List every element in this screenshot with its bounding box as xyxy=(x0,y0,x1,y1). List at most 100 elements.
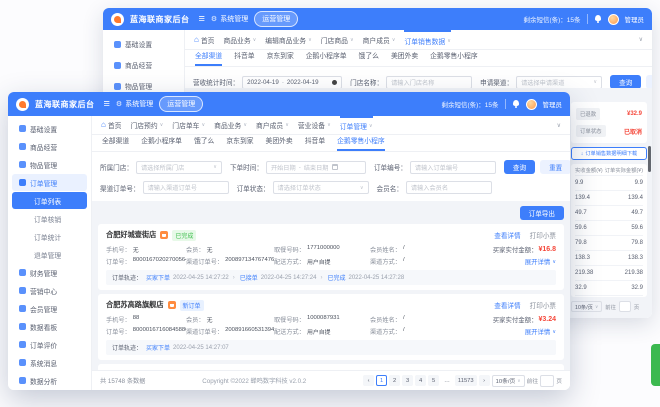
print-receipt-link[interactable]: 打印小票 xyxy=(529,233,556,240)
next-page-button[interactable]: › xyxy=(478,375,490,386)
sidebar-item[interactable]: 营销中心 xyxy=(12,282,87,299)
menu-toggle-icon[interactable]: ≡ xyxy=(103,97,110,110)
avatar[interactable] xyxy=(607,13,619,25)
channel-tab[interactable]: 饿了么 xyxy=(193,138,215,145)
sidebar-item[interactable]: 订单评价 xyxy=(12,336,87,353)
nav-collapse-icon[interactable]: ∨ xyxy=(556,122,561,129)
channel-tab[interactable]: 饿了么 xyxy=(358,53,379,60)
channel-tab[interactable]: 京东到家 xyxy=(266,53,294,60)
view-detail-link[interactable]: 查看详情 xyxy=(494,233,521,240)
nav-home[interactable]: ⌂ 首页 xyxy=(101,120,122,131)
page-button[interactable]: 4 xyxy=(415,375,427,386)
page-button[interactable]: 5 xyxy=(428,375,440,386)
view-detail-link[interactable]: 查看详情 xyxy=(494,303,521,310)
menu-toggle-icon[interactable]: ≡ xyxy=(198,12,205,25)
scrollbar-thumb[interactable] xyxy=(648,146,651,172)
sidebar-item[interactable]: 系统消息 xyxy=(12,354,87,371)
per-page-select[interactable]: 10条/页 ∨ xyxy=(491,374,525,387)
search-button[interactable]: 查询 xyxy=(503,160,536,174)
sidebar-item[interactable]: 物品管理 xyxy=(107,76,180,96)
nav-menu-item[interactable]: 门店单车 ∨ xyxy=(172,116,205,134)
order-field: 订单号： 80000167160845886 xyxy=(106,327,186,336)
nav-menu-item[interactable]: 商户成员 ∨ xyxy=(363,30,396,49)
sidebar-item[interactable]: 会员管理 xyxy=(12,300,87,317)
sidebar-item[interactable]: 订单列表 xyxy=(12,192,87,209)
sidebar-item[interactable]: 订单统计 xyxy=(12,228,87,245)
floating-helper-widget[interactable] xyxy=(651,344,660,386)
sidebar-item[interactable]: 商品经营 xyxy=(107,55,180,75)
system-menu-button[interactable]: ⚙ 系统管理 xyxy=(115,101,154,108)
nav-menu-item[interactable]: 订单销售数据 ∨ xyxy=(404,30,451,49)
page-button[interactable]: 2 xyxy=(389,375,401,386)
sidebar-item[interactable]: 商品经营 xyxy=(12,138,87,155)
nav-menu-item[interactable]: 商品业务 ∨ xyxy=(214,116,247,134)
sidebar-item[interactable]: 物品管理 xyxy=(12,156,87,173)
ops-menu-button[interactable]: 运营管理 xyxy=(159,96,204,112)
nav-menu-item[interactable]: 商户成员 ∨ xyxy=(256,116,289,134)
avatar[interactable] xyxy=(525,98,537,110)
reset-button[interactable]: 重置 xyxy=(540,160,570,174)
print-receipt-link[interactable]: 打印小票 xyxy=(529,303,556,310)
nav-menu-item[interactable]: 营业设备 ∨ xyxy=(298,116,331,134)
revenue-time-range-input[interactable]: 2022-04-19-2022-04-19 xyxy=(242,75,343,89)
channel-tab[interactable]: 抖音单 xyxy=(304,138,326,145)
system-menu-button[interactable]: ⚙ 系统管理 xyxy=(210,16,249,23)
field-value: 88 xyxy=(132,315,140,321)
per-page-select[interactable]: 10条/页 ∨ xyxy=(571,301,603,312)
channel-tab[interactable]: 美团外卖 xyxy=(265,138,293,145)
page-button[interactable]: 1 xyxy=(376,375,388,386)
reset-button[interactable]: 重置 xyxy=(646,75,652,89)
store-name-input[interactable]: 请输入门店名称 xyxy=(386,75,473,89)
sidebar: 基础设置 商品经营 物品管理 订单管理 订单列表 订单核销 订单统计 退单管理 … xyxy=(8,116,92,390)
nav-home[interactable]: ⌂ 首页 xyxy=(194,34,215,45)
channel-tab[interactable]: 抖音单 xyxy=(234,53,255,60)
store-select[interactable]: 请选择所属门店 ∨ xyxy=(135,160,222,174)
goto-page-input[interactable] xyxy=(540,374,555,387)
sidebar-item[interactable]: 退单管理 xyxy=(12,246,87,263)
member-name-input[interactable]: 请输入会员名 xyxy=(405,181,492,194)
goto-page-input[interactable] xyxy=(618,301,631,312)
download-report-button[interactable]: ↓ 订单销售数据明细下载 xyxy=(571,147,647,160)
channel-tab[interactable]: 全部渠道 xyxy=(102,138,130,145)
prev-page-button[interactable]: ‹ xyxy=(363,375,375,386)
sidebar-item[interactable]: 基础设置 xyxy=(12,120,87,137)
channel-tab[interactable]: 京东到家 xyxy=(226,138,254,145)
page-button[interactable]: … xyxy=(444,377,450,384)
channel-tab[interactable]: 企鹅小程序单 xyxy=(305,53,347,60)
export-orders-button[interactable]: 订单导出 xyxy=(519,206,564,220)
bell-icon[interactable] xyxy=(512,99,520,109)
nav-menu-item[interactable]: 编辑商品业务 ∨ xyxy=(265,30,311,49)
field-value: 2008916605313940264 xyxy=(225,327,274,333)
apply-channel-select[interactable]: 请选择申请渠道 ∨ xyxy=(516,75,603,89)
channel-tab[interactable]: 全部渠道 xyxy=(195,50,223,66)
nav-menu-item[interactable]: 商品业务 ∨ xyxy=(223,30,256,49)
ops-menu-button[interactable]: 运营管理 xyxy=(254,11,299,27)
order-time-range-input[interactable]: 开始日期 - 结束日期 xyxy=(265,160,366,174)
channel-tab[interactable]: 企鹅小程序单 xyxy=(141,138,182,145)
search-button[interactable]: 查询 xyxy=(610,75,642,89)
sidebar-item[interactable]: 基础设置 xyxy=(107,34,180,54)
sidebar-item[interactable]: 数据分析 xyxy=(12,372,87,389)
channel-tab[interactable]: 企鹅零售小程序 xyxy=(430,53,478,60)
nav-collapse-icon[interactable]: ∨ xyxy=(638,37,643,43)
page-button[interactable]: 3 xyxy=(402,375,414,386)
page-button[interactable]: 11573 xyxy=(454,375,477,386)
channel-tab[interactable]: 美团外卖 xyxy=(390,53,419,60)
order-status-select[interactable]: 请选择订单状态 ∨ xyxy=(272,181,369,194)
order-field: 渠道订单号：2008916605313940264 xyxy=(186,327,274,336)
nav-menu-item[interactable]: 门店预约 ∨ xyxy=(130,116,163,134)
expand-detail-link[interactable]: 展开详情 ∨ xyxy=(524,258,556,267)
sidebar-item[interactable]: 财务管理 xyxy=(12,264,87,281)
table-cell: 79.8 xyxy=(631,240,643,246)
expand-detail-link[interactable]: 展开详情 ∨ xyxy=(524,328,556,337)
channel-tab[interactable]: 企鹅零售小程序 xyxy=(337,135,385,151)
sidebar-item[interactable]: 订单核销 xyxy=(12,210,87,227)
bell-icon[interactable] xyxy=(594,14,602,24)
nav-menu-item[interactable]: 订单管理 ∨ xyxy=(339,116,373,134)
nav-menu-item[interactable]: 门店商品 ∨ xyxy=(321,30,354,49)
order-no-input[interactable]: 请输入订单编号 xyxy=(409,160,496,174)
sidebar-item[interactable]: 数据看板 xyxy=(12,318,87,335)
sidebar-item[interactable]: 订单管理 xyxy=(12,174,87,191)
channel-order-no-input[interactable]: 请输入渠道订单号 xyxy=(142,181,229,194)
